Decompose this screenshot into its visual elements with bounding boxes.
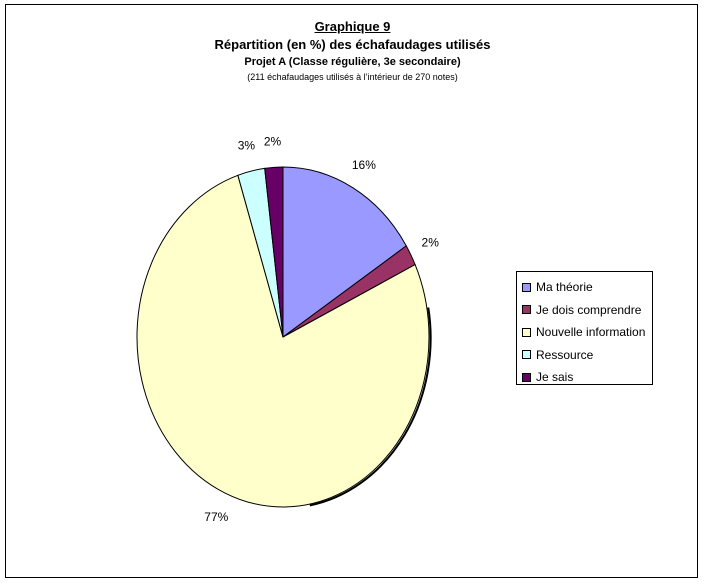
legend-label: Ressource bbox=[536, 347, 594, 362]
legend-label: Ma théorie bbox=[536, 280, 593, 295]
legend-swatch bbox=[522, 305, 531, 315]
pie-slice bbox=[136, 174, 430, 508]
legend-item: Ressource bbox=[517, 344, 652, 367]
pie-slice bbox=[264, 166, 284, 338]
chart-note: (211 échafaudages utilisés à l’intérieur… bbox=[247, 72, 458, 82]
pie-slice-label: 2% bbox=[264, 134, 282, 148]
legend-swatch bbox=[522, 282, 531, 292]
pie-slice-label: 2% bbox=[422, 236, 440, 250]
legend: Ma théorie Je dois comprendre Nouvelle inf… bbox=[516, 271, 653, 385]
legend-item: Ma théorie bbox=[517, 276, 652, 299]
legend-swatch bbox=[522, 350, 531, 360]
pie-slice-label: 16% bbox=[352, 158, 376, 172]
legend-label: Je dois comprendre bbox=[536, 302, 642, 317]
legend-label: Je sais bbox=[536, 370, 574, 385]
legend-item: Nouvelle information bbox=[517, 321, 652, 344]
legend-item: Je dois comprendre bbox=[517, 299, 652, 322]
chart-title: Graphique 9 bbox=[314, 19, 391, 34]
legend-item: Je sais bbox=[517, 366, 652, 389]
chart-subtitle: Répartition (en %) des échafaudages util… bbox=[214, 37, 491, 52]
pie-slice bbox=[282, 166, 407, 338]
legend-label: Nouvelle information bbox=[536, 325, 646, 340]
chart-project: Projet A (Classe régulière, 3e secondair… bbox=[244, 56, 461, 68]
legend-swatch bbox=[522, 372, 531, 382]
legend-swatch bbox=[522, 327, 531, 337]
pie-shadow-edge bbox=[309, 307, 432, 507]
pie-slice-label: 3% bbox=[238, 139, 256, 153]
chart-titles: Graphique 9 Répartition (en %) des échaf… bbox=[0, 18, 705, 84]
pie-slice-label: 77% bbox=[204, 510, 228, 524]
